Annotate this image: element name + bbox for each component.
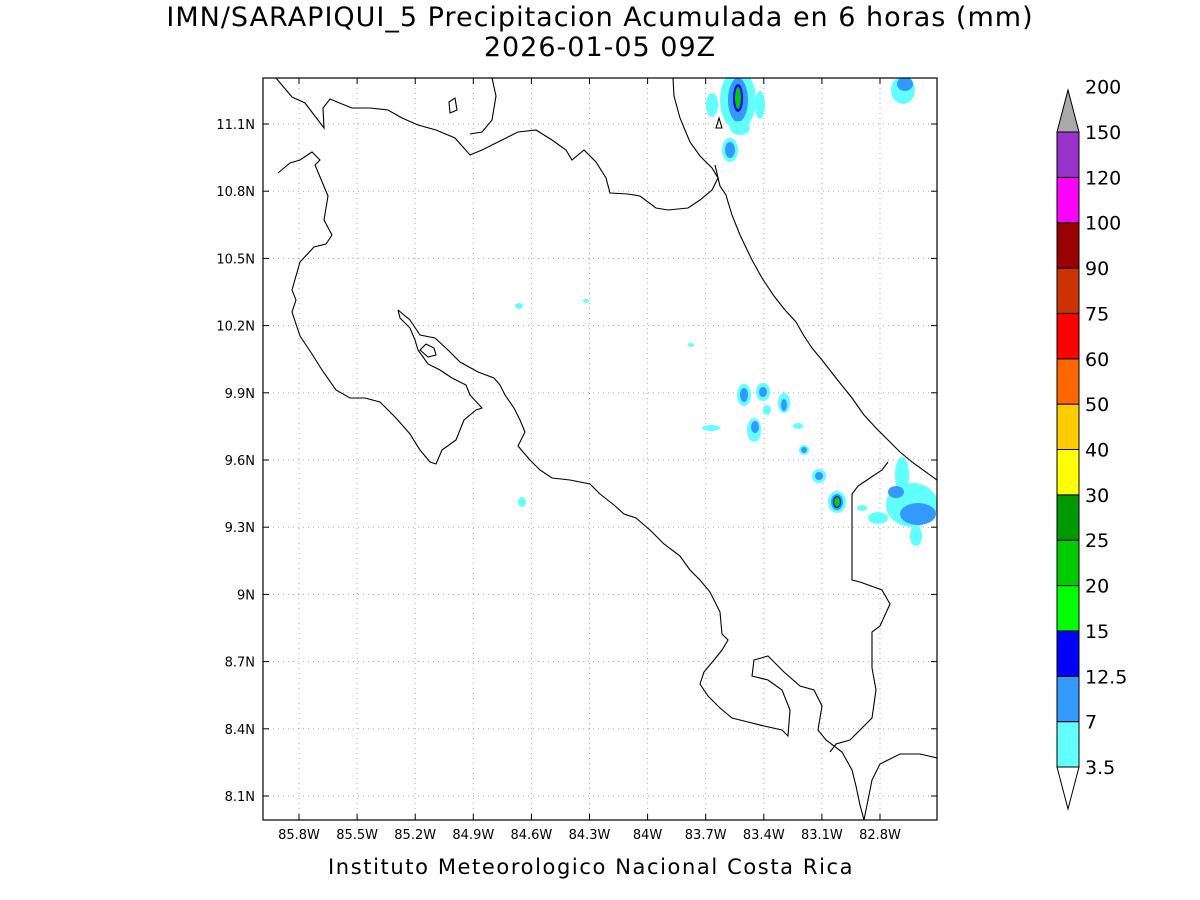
- lon-tick-label: 82.8W: [859, 828, 901, 843]
- coastline-and-borders: [275, 78, 937, 820]
- lon-tick-label: 83.4W: [743, 828, 785, 843]
- precip-cell: [702, 425, 720, 431]
- precip-cell: [740, 388, 748, 402]
- colorbar-label: 200: [1085, 77, 1121, 99]
- colorbar-label: 150: [1085, 122, 1121, 144]
- colorbar-label: 15: [1085, 621, 1109, 643]
- precip-cell: [897, 78, 913, 91]
- lon-tick-label: 83.1W: [801, 828, 843, 843]
- colorbar-label: 90: [1085, 258, 1109, 280]
- precip-cell: [763, 405, 771, 415]
- lat-tick-label: 8.7N: [225, 656, 255, 671]
- colorbar-segment: [1056, 267, 1080, 314]
- colorbar-segment: [1056, 176, 1080, 224]
- precip-cell: [815, 472, 823, 480]
- lat-tick-label: 10.2N: [216, 320, 255, 335]
- precip-cell: [759, 387, 767, 397]
- footer-credit: Instituto Meteorologico Nacional Costa R…: [328, 855, 855, 879]
- longitude-labels: 85.8W 85.5W 85.2W 84.9W 84.6W 84.3W 84W 83.7W 83…: [278, 828, 901, 843]
- precip-cell: [793, 423, 803, 429]
- colorbar-segment: [1056, 131, 1080, 178]
- colorbar-segment: [1056, 403, 1080, 450]
- colorbar-arrow-low: [1056, 766, 1080, 811]
- colorbar-label: 25: [1085, 530, 1109, 552]
- precipitation-areas: [515, 78, 937, 546]
- colorbar-label: 20: [1085, 576, 1109, 598]
- colorbar-legend: [1056, 88, 1080, 811]
- colorbar-segment: [1056, 358, 1080, 405]
- lon-tick-label: 84.6W: [510, 828, 552, 843]
- lon-tick-label: 83.7W: [685, 828, 727, 843]
- precip-cell: [857, 505, 867, 511]
- lon-tick-label: 85.5W: [336, 828, 378, 843]
- colorbar-label: 7: [1085, 712, 1097, 734]
- precip-cell: [910, 526, 922, 546]
- precip-cell: [583, 299, 589, 303]
- colorbar-segment: [1056, 630, 1080, 677]
- map-frame: [262, 77, 938, 821]
- latitude-labels: 11.1N 10.8N 10.5N 10.2N 9.9N 9.6N 9.3N 9N 8.7N 8.…: [216, 118, 255, 805]
- colorbar-segment: [1056, 449, 1080, 496]
- precip-cell: [900, 503, 936, 525]
- colorbar-arrow-high: [1056, 88, 1080, 133]
- lon-tick-label: 85.2W: [394, 828, 436, 843]
- map-title: IMN/SARAPIQUI_5 Precipitacion Acumulada …: [166, 2, 1034, 33]
- lon-tick-label: 84.9W: [452, 828, 494, 843]
- colorbar-segment: [1056, 222, 1080, 269]
- colorbar-label: 3.5: [1085, 757, 1115, 779]
- precip-cell: [801, 447, 807, 453]
- precip-cell: [834, 497, 840, 507]
- colorbar-label: 75: [1085, 303, 1109, 325]
- colorbar-label: 50: [1085, 394, 1109, 416]
- precip-cell: [751, 421, 759, 433]
- colorbar-segment: [1056, 494, 1080, 541]
- colorbar-segment: [1056, 312, 1080, 360]
- precip-cell: [735, 87, 741, 109]
- precip-cell: [868, 512, 888, 524]
- precip-cell: [688, 343, 694, 347]
- colorbar-label: 60: [1085, 349, 1109, 371]
- lat-tick-label: 8.4N: [225, 723, 255, 738]
- precip-cell: [725, 142, 735, 158]
- lat-tick-label: 10.5N: [216, 252, 255, 267]
- lat-tick-label: 9N: [237, 588, 255, 603]
- colorbar-label: 12.5: [1085, 666, 1127, 688]
- colorbar-segment: [1056, 539, 1080, 587]
- lat-tick-label: 8.1N: [225, 790, 255, 805]
- axis-ticks: [263, 78, 937, 820]
- colorbar-segment: [1056, 675, 1080, 723]
- lon-tick-label: 84.3W: [569, 828, 611, 843]
- colorbar-segment: [1056, 721, 1080, 768]
- lat-tick-label: 9.6N: [225, 454, 255, 469]
- map-timestamp: 2026-01-05 09Z: [483, 32, 717, 63]
- precip-cell: [518, 497, 526, 507]
- lat-tick-label: 10.8N: [216, 185, 255, 200]
- colorbar-label: 40: [1085, 440, 1109, 462]
- lat-tick-label: 9.3N: [225, 521, 255, 536]
- lat-lon-grid: [263, 78, 937, 820]
- colorbar-label: 120: [1085, 167, 1121, 189]
- colorbar-label: 30: [1085, 485, 1109, 507]
- colorbar-labels: 3.5 7 12.5 15 20 25 30 40 50 60 75 90 100 120 150 200: [1085, 77, 1127, 779]
- lat-tick-label: 11.1N: [216, 118, 255, 133]
- precip-cell: [515, 303, 523, 309]
- colorbar-label: 100: [1085, 213, 1121, 235]
- lon-tick-label: 84W: [633, 828, 663, 843]
- precip-cell: [755, 91, 765, 119]
- colorbar-segment: [1056, 585, 1080, 632]
- lon-tick-label: 85.8W: [278, 828, 320, 843]
- precip-cell: [730, 121, 750, 135]
- precip-cell: [888, 486, 904, 498]
- lat-tick-label: 9.9N: [225, 387, 255, 402]
- precip-cell: [781, 399, 787, 411]
- precip-cell: [706, 93, 718, 117]
